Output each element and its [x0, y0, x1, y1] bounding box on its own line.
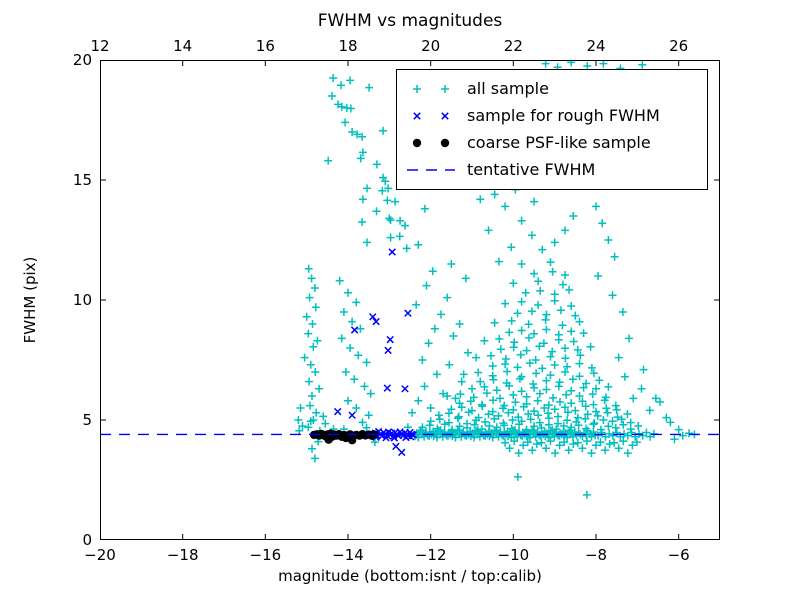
x-bottom-tick-label: −12	[414, 546, 447, 564]
legend-item-2: coarse PSF-like sample	[405, 134, 699, 152]
x-axis-label: magnitude (bottom:isnt / top:calib)	[278, 567, 542, 585]
series-rough-fwhm	[333, 248, 418, 457]
x-top-tick-label: 14	[173, 37, 193, 55]
x-bottom-tick-label: −14	[332, 546, 364, 564]
x-top-tick-label: 26	[669, 37, 689, 55]
legend-item-3: tentative FWHM	[405, 161, 699, 179]
x-top-tick-label: 16	[255, 37, 275, 55]
legend-item-1: sample for rough FWHM	[405, 107, 699, 125]
y-tick-label: 15	[72, 171, 92, 189]
legend-label: tentative FWHM	[467, 160, 596, 180]
x-top-tick-label: 22	[503, 37, 523, 55]
y-tick-label: 10	[72, 291, 92, 309]
y-tick-label: 5	[82, 411, 92, 429]
legend: all sample sample for rough FWHM coarse PS…	[396, 69, 708, 190]
legend-label: all sample	[467, 78, 549, 98]
chart-title: FWHM vs magnitudes	[317, 11, 503, 31]
x-bottom-tick-label: −10	[497, 546, 530, 564]
x-top-tick-label: 12	[90, 37, 110, 55]
plus-legend-marker-icon	[413, 84, 449, 93]
x-bottom-tick-label: −8	[584, 546, 608, 564]
dot-legend-marker-icon	[412, 138, 450, 148]
x-top-tick-label: 18	[338, 37, 358, 55]
dashes-legend-marker-icon	[407, 169, 455, 172]
x-bottom-tick-label: −20	[84, 546, 116, 564]
tick-marks	[100, 60, 720, 540]
x-bottom-tick-label: −16	[249, 546, 282, 564]
plot-area	[100, 60, 720, 540]
x-top-tick-label: 24	[586, 37, 606, 55]
legend-label: sample for rough FWHM	[467, 105, 660, 125]
x-bottom-tick-label: −6	[667, 546, 690, 564]
x-bottom-tick-label: −18	[166, 546, 199, 564]
legend-item-0: all sample	[405, 80, 699, 98]
legend-label: coarse PSF-like sample	[467, 133, 651, 153]
y-tick-label: 0	[82, 531, 92, 549]
y-axis-label: FWHM (pix)	[21, 256, 39, 344]
x-top-tick-label: 20	[421, 37, 441, 55]
y-tick-label: 20	[72, 51, 92, 69]
x-legend-marker-icon	[413, 112, 449, 120]
